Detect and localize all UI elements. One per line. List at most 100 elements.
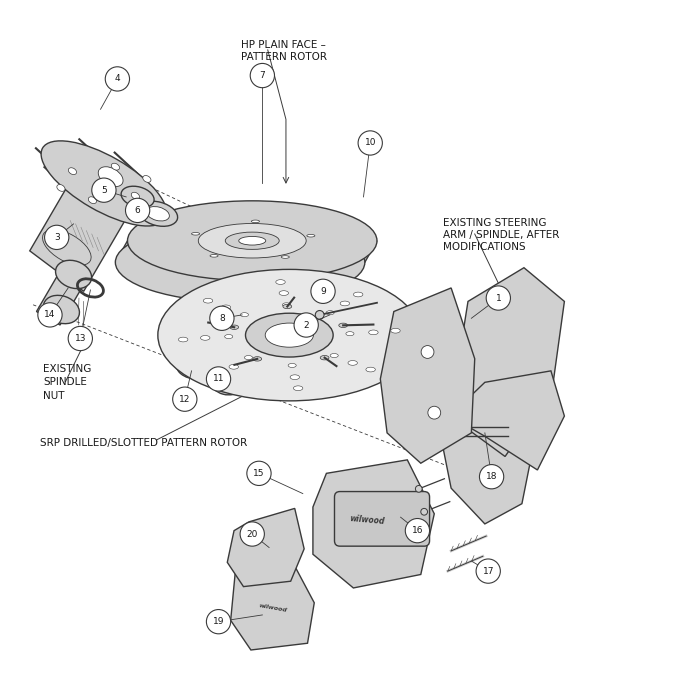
Text: wilwood: wilwood — [258, 603, 287, 613]
Polygon shape — [228, 508, 304, 586]
Ellipse shape — [183, 364, 199, 374]
Ellipse shape — [146, 206, 169, 221]
Circle shape — [476, 559, 500, 584]
Polygon shape — [231, 560, 314, 650]
Text: 4: 4 — [115, 74, 120, 83]
Circle shape — [358, 131, 382, 155]
Ellipse shape — [369, 330, 378, 334]
Circle shape — [210, 306, 234, 330]
Ellipse shape — [282, 303, 290, 307]
Polygon shape — [116, 241, 377, 262]
Ellipse shape — [307, 234, 315, 237]
Ellipse shape — [200, 336, 210, 341]
Polygon shape — [450, 267, 564, 456]
Ellipse shape — [88, 197, 97, 204]
Circle shape — [45, 225, 69, 250]
Ellipse shape — [283, 304, 292, 309]
Text: 5: 5 — [101, 185, 107, 195]
Ellipse shape — [143, 175, 151, 182]
Ellipse shape — [391, 328, 400, 333]
Text: 8: 8 — [219, 313, 225, 323]
Text: 12: 12 — [179, 395, 190, 403]
Polygon shape — [36, 271, 84, 325]
Text: EXISTING: EXISTING — [43, 364, 92, 374]
Ellipse shape — [421, 508, 428, 515]
Ellipse shape — [281, 256, 289, 259]
Circle shape — [250, 64, 274, 88]
Ellipse shape — [339, 323, 348, 328]
Ellipse shape — [244, 355, 253, 359]
Text: 13: 13 — [75, 334, 86, 343]
Ellipse shape — [320, 355, 329, 360]
Ellipse shape — [330, 353, 338, 357]
Circle shape — [68, 326, 92, 351]
Ellipse shape — [43, 295, 80, 324]
Ellipse shape — [116, 223, 365, 302]
Ellipse shape — [290, 375, 300, 380]
Text: 9: 9 — [320, 287, 326, 296]
Text: MODIFICATIONS: MODIFICATIONS — [443, 242, 526, 252]
Polygon shape — [439, 351, 536, 524]
Ellipse shape — [158, 269, 421, 401]
Circle shape — [206, 367, 231, 391]
Ellipse shape — [246, 313, 333, 357]
Ellipse shape — [221, 305, 231, 309]
Ellipse shape — [69, 168, 76, 175]
Circle shape — [405, 519, 430, 543]
Polygon shape — [313, 460, 434, 588]
Ellipse shape — [253, 357, 262, 361]
Ellipse shape — [178, 337, 188, 342]
Ellipse shape — [41, 141, 167, 226]
Circle shape — [247, 461, 271, 485]
Circle shape — [240, 522, 265, 546]
FancyBboxPatch shape — [335, 492, 430, 546]
Ellipse shape — [225, 334, 233, 338]
Text: 19: 19 — [213, 617, 224, 626]
Ellipse shape — [216, 374, 225, 378]
Ellipse shape — [348, 361, 358, 366]
Ellipse shape — [225, 232, 279, 249]
Ellipse shape — [211, 376, 239, 395]
Text: 10: 10 — [365, 139, 376, 148]
Text: EXISTING STEERING: EXISTING STEERING — [443, 217, 547, 227]
Ellipse shape — [346, 332, 354, 336]
Ellipse shape — [415, 485, 422, 492]
Polygon shape — [450, 371, 564, 470]
Ellipse shape — [98, 167, 123, 187]
Circle shape — [38, 303, 62, 327]
Text: NUT: NUT — [43, 391, 64, 401]
Text: 1: 1 — [496, 294, 501, 303]
Circle shape — [206, 609, 231, 634]
Ellipse shape — [176, 359, 206, 378]
Circle shape — [311, 279, 335, 303]
Ellipse shape — [210, 255, 218, 257]
Text: 11: 11 — [213, 374, 224, 383]
Ellipse shape — [138, 201, 178, 226]
Text: 14: 14 — [44, 310, 56, 320]
Ellipse shape — [111, 163, 120, 170]
Text: 17: 17 — [482, 567, 494, 575]
Ellipse shape — [265, 323, 314, 347]
Ellipse shape — [421, 345, 434, 358]
Text: 2: 2 — [303, 320, 309, 330]
Ellipse shape — [315, 311, 324, 320]
Ellipse shape — [121, 186, 154, 208]
Ellipse shape — [251, 220, 260, 223]
Text: 6: 6 — [134, 206, 141, 215]
Ellipse shape — [55, 260, 92, 288]
Text: 16: 16 — [412, 526, 424, 535]
Circle shape — [125, 198, 150, 223]
Polygon shape — [29, 170, 131, 291]
Ellipse shape — [132, 192, 139, 199]
Ellipse shape — [203, 299, 213, 303]
Ellipse shape — [198, 223, 306, 258]
Circle shape — [92, 178, 116, 202]
Ellipse shape — [366, 367, 375, 372]
Text: 3: 3 — [54, 233, 60, 242]
Ellipse shape — [43, 230, 91, 265]
Ellipse shape — [293, 386, 303, 391]
Text: SRP DRILLED/SLOTTED PATTERN ROTOR: SRP DRILLED/SLOTTED PATTERN ROTOR — [40, 438, 247, 448]
Ellipse shape — [288, 364, 296, 368]
Ellipse shape — [326, 311, 334, 315]
Circle shape — [486, 286, 510, 310]
